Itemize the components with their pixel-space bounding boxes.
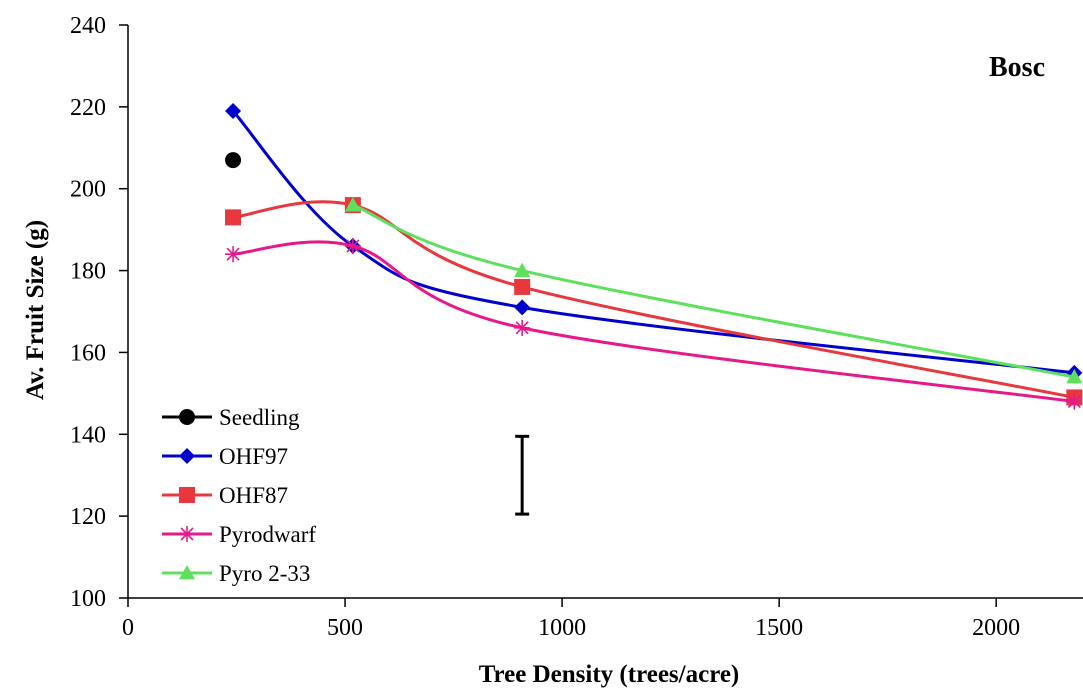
series-seedling [225, 152, 242, 169]
x-tick-label: 1000 [538, 615, 586, 641]
legend-marker [179, 487, 195, 503]
data-point-ohf97 [225, 102, 242, 119]
data-point-pyro-2-33 [344, 197, 361, 212]
y-tick-label: 220 [70, 95, 106, 121]
legend-label: OHF87 [219, 483, 288, 508]
x-tick-label: 1500 [755, 615, 803, 641]
legend-marker [179, 409, 195, 425]
data-point-ohf87 [514, 278, 531, 295]
legend-label: Seedling [219, 405, 300, 430]
y-tick-label: 100 [70, 586, 106, 612]
series-line-ohf97 [231, 109, 1075, 375]
y-tick-label: 200 [70, 177, 106, 203]
series-line-pyro-2-33 [352, 203, 1075, 379]
legend-marker [179, 565, 195, 580]
legend-item-ohf97: OHF97 [162, 444, 288, 469]
data-point-pyro-2-33 [514, 262, 531, 277]
y-tick-label: 180 [70, 259, 106, 285]
x-tick-label: 0 [122, 615, 134, 641]
series-line-pyrodwarf [232, 240, 1075, 404]
series-line-ohf87 [232, 200, 1075, 399]
data-point-pyrodwarf [1066, 393, 1083, 410]
data-point-pyro-2-33 [1066, 368, 1083, 384]
error-bar [515, 434, 530, 516]
data-point-seedling [225, 152, 242, 169]
y-tick-label: 240 [70, 13, 106, 39]
x-axis-title: Tree Density (trees/acre) [479, 661, 740, 688]
legend-label: Pyro 2-33 [219, 561, 310, 586]
x-tick-label: 2000 [972, 615, 1020, 641]
data-point-pyrodwarf [514, 319, 531, 336]
y-tick-label: 160 [70, 340, 106, 366]
series-layer [225, 102, 1083, 516]
data-point-pyrodwarf [225, 246, 242, 263]
series-pyrodwarf [225, 238, 1083, 410]
legend-item-ohf87: OHF87 [162, 483, 288, 508]
y-tick-label: 140 [70, 422, 106, 448]
x-tick-label: 500 [327, 615, 363, 641]
legend: Seedling OHF97 OHF87 Pyrodwarf Pyro 2-33 [162, 405, 316, 586]
data-point-pyrodwarf [344, 238, 361, 255]
legend-item-pyrodwarf: Pyrodwarf [162, 522, 316, 547]
legend-item-pyro-2-33: Pyro 2-33 [162, 561, 310, 586]
series-pyro-2-33 [344, 197, 1083, 384]
legend-label: OHF97 [219, 444, 288, 469]
legend-item-seedling: Seedling [162, 405, 300, 430]
y-tick-label: 120 [70, 504, 106, 530]
legend-marker [179, 448, 195, 464]
axes: 100 120 140 160 180 200 220 240 0 500 1000 1500 2000 [70, 13, 1083, 641]
legend-label: Pyrodwarf [219, 522, 316, 547]
panel-label: Bosc [989, 52, 1045, 83]
data-point-ohf97 [514, 299, 531, 316]
data-point-ohf87 [225, 209, 242, 226]
legend-marker [179, 526, 195, 542]
series-ohf87 [225, 197, 1083, 406]
y-axis-title: Av. Fruit Size (g) [22, 220, 49, 400]
